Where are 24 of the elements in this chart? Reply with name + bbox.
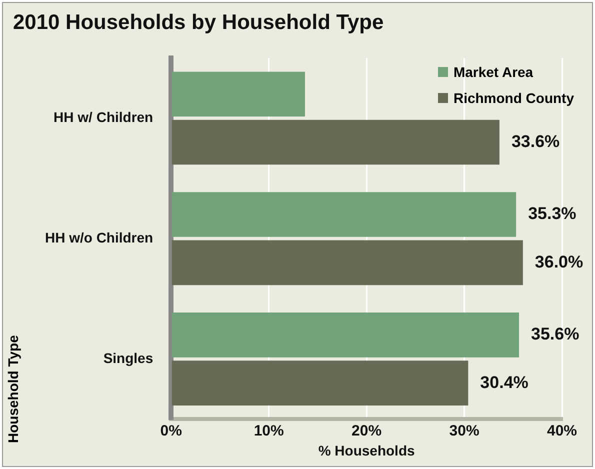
- bar: [172, 312, 519, 358]
- bar: [172, 240, 523, 286]
- data-label: 35.3%: [528, 204, 576, 224]
- y-axis-title: Household Type: [5, 335, 21, 443]
- x-tick-label: 0%: [160, 422, 182, 440]
- legend-label: Richmond County: [453, 90, 574, 106]
- x-tick-label: 20%: [352, 422, 382, 440]
- data-label: 30.4%: [480, 372, 528, 392]
- bar: [172, 120, 500, 165]
- bar: [172, 192, 516, 237]
- y-tick-label: HH w/ Children: [54, 109, 154, 126]
- bar: [172, 360, 468, 406]
- legend-label: Market Area: [453, 64, 534, 80]
- x-tick-label: 40%: [546, 422, 578, 440]
- y-tick-label: Singles: [103, 350, 154, 366]
- x-tick-label: 30%: [449, 422, 480, 440]
- data-label: 35.6%: [531, 324, 580, 344]
- data-label: 33.6%: [511, 132, 560, 151]
- data-label: 36.0%: [534, 252, 584, 272]
- bar: [172, 72, 305, 117]
- chart-title: 2010 Households by Household Type: [13, 11, 384, 35]
- x-tick-label: 10%: [254, 422, 284, 440]
- y-tick-label: HH w/o Children: [44, 229, 154, 246]
- x-axis-title: % Households: [318, 442, 415, 458]
